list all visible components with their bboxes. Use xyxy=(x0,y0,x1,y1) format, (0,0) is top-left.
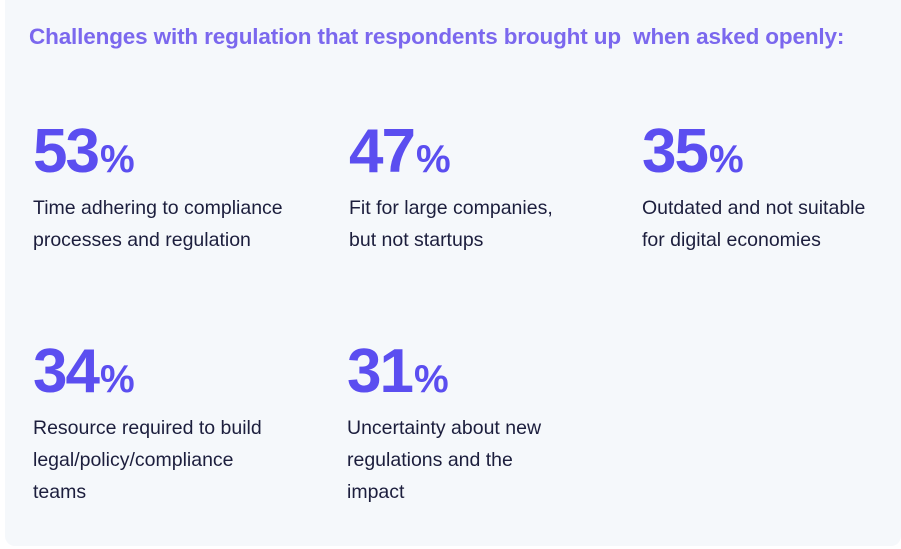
stat-description-line: teams xyxy=(33,481,87,503)
stat-description: Fit for large companies, but not startup… xyxy=(349,192,639,256)
stat-figure: 35% xyxy=(642,121,901,183)
stat-description-line: Uncertainty about new xyxy=(347,417,542,439)
stat-description-line: impact xyxy=(347,481,405,503)
stat-unit: % xyxy=(708,138,744,181)
stat-figure: 47% xyxy=(349,121,639,183)
stat-description-line: Fit for large companies, xyxy=(349,197,553,219)
stat-value: 53 xyxy=(33,117,100,186)
stat-figure: 31% xyxy=(347,341,637,403)
card-title: Challenges with regulation that responde… xyxy=(29,24,845,49)
stat-value: 34 xyxy=(33,337,100,406)
stat-description-line: for digital economies xyxy=(642,229,821,251)
stat-description-line: regulations and the xyxy=(347,449,513,471)
stat-unit: % xyxy=(99,358,135,401)
stat-unit: % xyxy=(413,358,449,401)
stat-unit: % xyxy=(99,138,135,181)
stat-description-line: Time adhering to compliance xyxy=(33,197,283,219)
stat-figure: 53% xyxy=(33,121,323,183)
stat-resources: 34% Resource required to build legal/pol… xyxy=(33,341,323,508)
stat-compliance-time: 53% Time adhering to compliance processe… xyxy=(33,121,323,256)
stat-figure: 34% xyxy=(33,341,323,403)
stat-value: 31 xyxy=(347,337,414,406)
stat-unit: % xyxy=(415,138,451,181)
stat-description: Outdated and not suitable for digital ec… xyxy=(642,192,901,256)
stat-description: Uncertainty about new regulations and th… xyxy=(347,412,637,508)
stat-description-line: processes and regulation xyxy=(33,229,251,251)
stat-value: 47 xyxy=(349,117,416,186)
stat-value: 35 xyxy=(642,117,709,186)
stat-description: Time adhering to compliance processes an… xyxy=(33,192,323,256)
stat-description-line: but not startups xyxy=(349,229,484,251)
stat-description: Resource required to build legal/policy/… xyxy=(33,412,323,508)
stat-description-line: Outdated and not suitable xyxy=(642,197,866,219)
survey-card: Challenges with regulation that responde… xyxy=(5,0,901,546)
stat-outdated: 35% Outdated and not suitable for digita… xyxy=(642,121,901,256)
stat-description-line: Resource required to build xyxy=(33,417,262,439)
stat-large-companies: 47% Fit for large companies, but not sta… xyxy=(349,121,639,256)
stat-description-line: legal/policy/compliance xyxy=(33,449,234,471)
stat-uncertainty: 31% Uncertainty about new regulations an… xyxy=(347,341,637,508)
